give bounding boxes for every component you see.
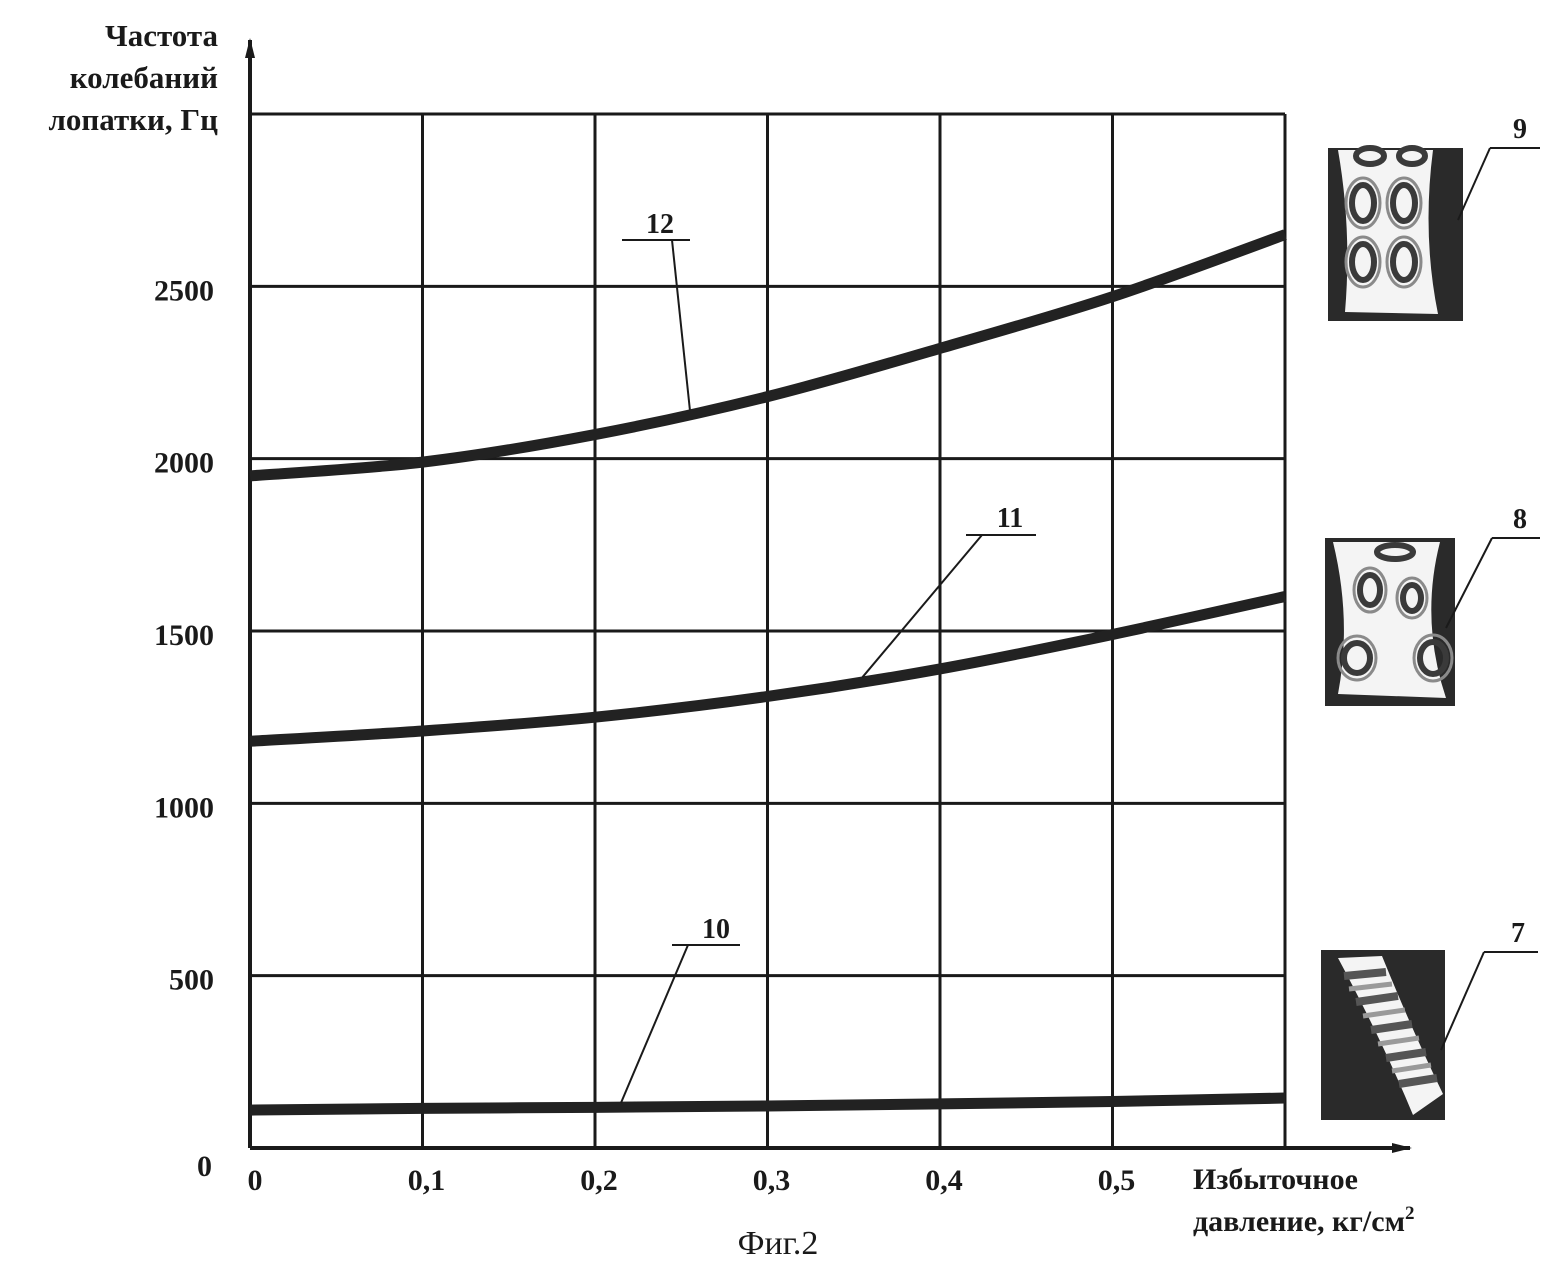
ylabel-line-2: колебаний bbox=[70, 60, 218, 95]
x-axis-title: Избыточное давление, кг/см2 bbox=[1193, 1163, 1415, 1238]
mode-shape-2 bbox=[1325, 538, 1455, 706]
label-7: 7 bbox=[1511, 918, 1525, 949]
xlabel-line-2: давление, кг/см2 bbox=[1193, 1203, 1415, 1238]
x-tick-label-0: 0 bbox=[248, 1164, 263, 1197]
mode-shape-3 bbox=[1328, 148, 1463, 321]
label-9: 9 bbox=[1513, 114, 1527, 145]
leader-11 bbox=[862, 535, 982, 677]
x-tick-label-5: 0,5 bbox=[1098, 1164, 1136, 1197]
y-axis-title: Частота колебаний лопатки, Гц bbox=[49, 18, 219, 137]
x-tick-label-3: 0,3 bbox=[753, 1164, 791, 1197]
y-tick-label-1: 500 bbox=[169, 964, 214, 997]
xlabel-line-2-text: давление, кг/см bbox=[1193, 1205, 1405, 1238]
y-tick-label-0: 0 bbox=[197, 1150, 212, 1183]
label-8: 8 bbox=[1513, 504, 1527, 535]
series-label-11: 11 bbox=[997, 503, 1023, 534]
x-tick-label-4: 0,4 bbox=[925, 1164, 963, 1197]
mode-shape-1 bbox=[1321, 950, 1445, 1120]
y-tick-label-4: 2000 bbox=[154, 447, 214, 480]
xlabel-superscript: 2 bbox=[1405, 1203, 1415, 1224]
ylabel-line-3: лопатки, Гц bbox=[49, 102, 219, 137]
leader-12 bbox=[672, 240, 690, 410]
leader-10 bbox=[621, 945, 688, 1103]
x-tick-label-2: 0,2 bbox=[580, 1164, 618, 1197]
leader-7 bbox=[1441, 952, 1484, 1050]
series-label-10: 10 bbox=[702, 914, 730, 945]
ylabel-line-1: Частота bbox=[105, 18, 219, 53]
y-tick-label-3: 1500 bbox=[154, 619, 214, 652]
figure-caption: Фиг.2 bbox=[738, 1225, 819, 1262]
xlabel-line-1: Избыточное bbox=[1193, 1163, 1358, 1196]
y-tick-label-5: 2500 bbox=[154, 274, 214, 307]
y-tick-label-2: 1000 bbox=[154, 791, 214, 824]
x-tick-label-1: 0,1 bbox=[408, 1164, 446, 1197]
series-label-12: 12 bbox=[646, 209, 674, 240]
